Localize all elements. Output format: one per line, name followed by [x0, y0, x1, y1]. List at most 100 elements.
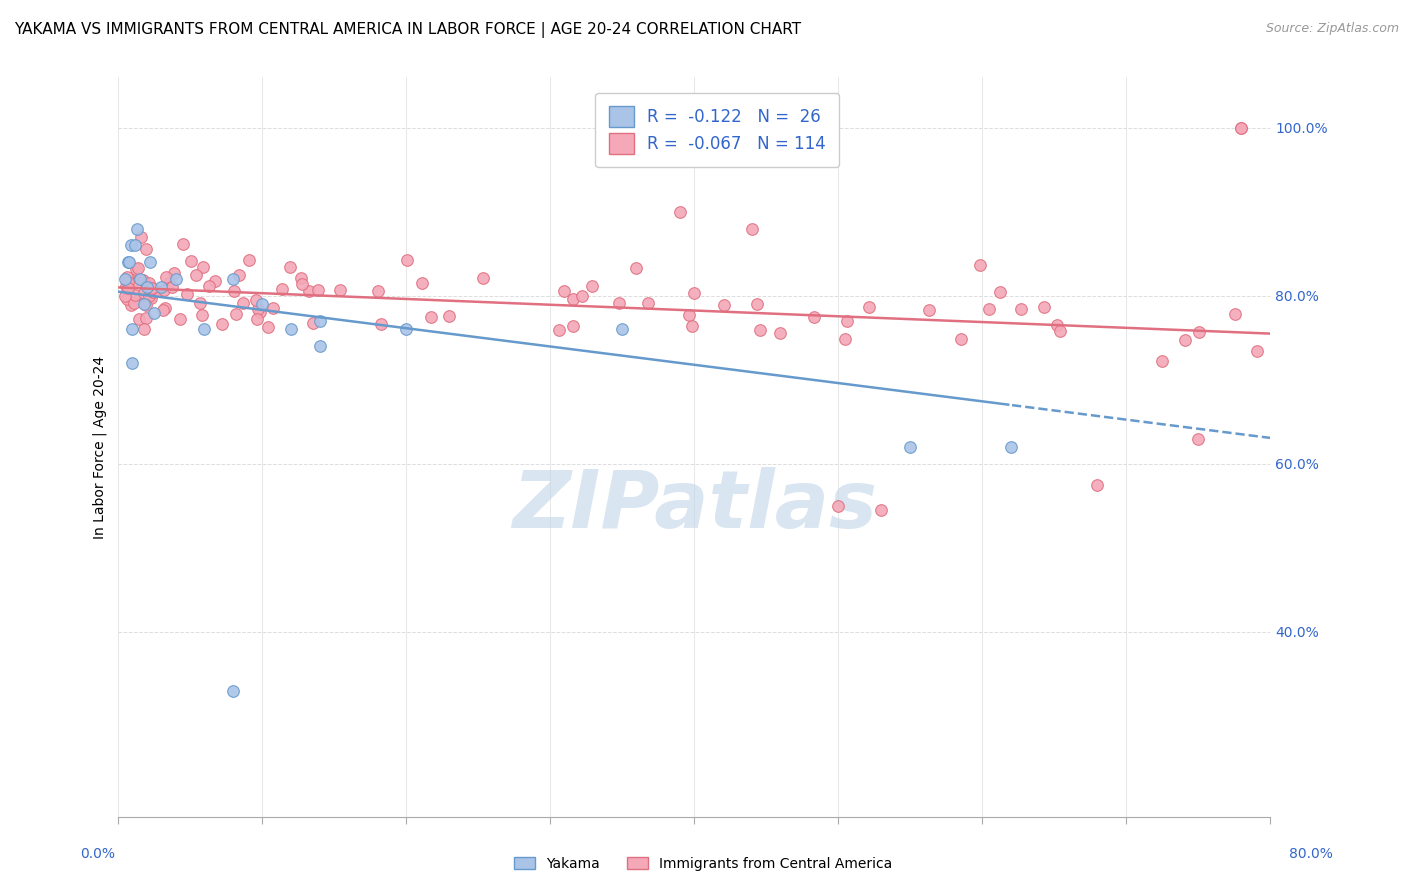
Point [157, 276, 180, 290]
Point [118, 255, 141, 269]
Point [204, 274, 226, 288]
Point [1174, 333, 1197, 347]
Point [637, 296, 659, 310]
Point [135, 280, 157, 294]
Point [420, 310, 443, 325]
Point [741, 221, 763, 235]
Point [191, 309, 214, 323]
Point [117, 276, 139, 290]
Point [472, 270, 495, 285]
Point [1188, 326, 1211, 340]
Point [411, 276, 433, 290]
Point [280, 322, 302, 336]
Point [132, 297, 155, 311]
Point [977, 302, 1000, 317]
Point [561, 293, 583, 307]
Point [132, 322, 155, 336]
Point [120, 238, 142, 252]
Point [122, 295, 145, 310]
Point [834, 332, 856, 346]
Point [437, 309, 460, 323]
Point [308, 314, 330, 328]
Point [1000, 440, 1022, 454]
Point [302, 316, 325, 330]
Point [247, 302, 270, 317]
Point [117, 281, 139, 295]
Point [115, 278, 138, 293]
Point [191, 260, 214, 274]
Point [125, 221, 148, 235]
Point [180, 253, 202, 268]
Point [114, 289, 136, 303]
Point [249, 305, 271, 319]
Point [329, 283, 352, 297]
Point [152, 303, 174, 318]
Point [1011, 301, 1033, 316]
Point [745, 297, 768, 311]
Point [668, 204, 690, 219]
Point [307, 283, 329, 297]
Point [581, 279, 603, 293]
Point [1187, 432, 1209, 446]
Point [607, 295, 630, 310]
Point [120, 298, 142, 312]
Point [1230, 120, 1253, 135]
Point [1032, 300, 1054, 314]
Point [713, 297, 735, 311]
Point [610, 322, 633, 336]
Point [898, 440, 921, 454]
Point [162, 280, 184, 294]
Point [124, 288, 146, 302]
Point [969, 258, 991, 272]
Point [193, 322, 215, 336]
Point [681, 319, 703, 334]
Point [153, 283, 176, 297]
Point [246, 311, 269, 326]
Point [135, 242, 157, 256]
Point [370, 317, 392, 331]
Point [163, 266, 186, 280]
Point [122, 274, 145, 288]
Point [238, 253, 260, 268]
Legend: R =  -0.122   N =  26, R =  -0.067   N = 114: R = -0.122 N = 26, R = -0.067 N = 114 [595, 93, 839, 167]
Text: Source: ZipAtlas.com: Source: ZipAtlas.com [1265, 22, 1399, 36]
Point [1087, 477, 1109, 491]
Point [124, 238, 146, 252]
Point [1246, 343, 1268, 358]
Point [298, 284, 321, 298]
Point [553, 285, 575, 299]
Point [291, 277, 314, 291]
Point [837, 314, 859, 328]
Point [678, 309, 700, 323]
Text: ZIPatlas: ZIPatlas [512, 467, 876, 545]
Point [184, 268, 207, 282]
Point [128, 272, 150, 286]
Point [682, 286, 704, 301]
Point [128, 312, 150, 326]
Point [222, 272, 245, 286]
Point [547, 323, 569, 337]
Point [257, 320, 280, 334]
Y-axis label: In Labor Force | Age 20-24: In Labor Force | Age 20-24 [93, 355, 107, 539]
Point [198, 279, 221, 293]
Point [129, 229, 152, 244]
Point [395, 322, 418, 336]
Point [232, 296, 254, 310]
Point [561, 319, 583, 334]
Point [262, 301, 284, 315]
Point [827, 499, 849, 513]
Point [114, 272, 136, 286]
Point [870, 503, 893, 517]
Point [1152, 354, 1174, 368]
Point [918, 303, 941, 318]
Point [139, 282, 162, 296]
Point [1046, 318, 1069, 332]
Point [1049, 324, 1071, 338]
Point [950, 332, 973, 346]
Point [858, 301, 880, 315]
Point [176, 287, 198, 301]
Point [117, 270, 139, 285]
Point [127, 260, 149, 275]
Point [225, 308, 247, 322]
Point [138, 289, 160, 303]
